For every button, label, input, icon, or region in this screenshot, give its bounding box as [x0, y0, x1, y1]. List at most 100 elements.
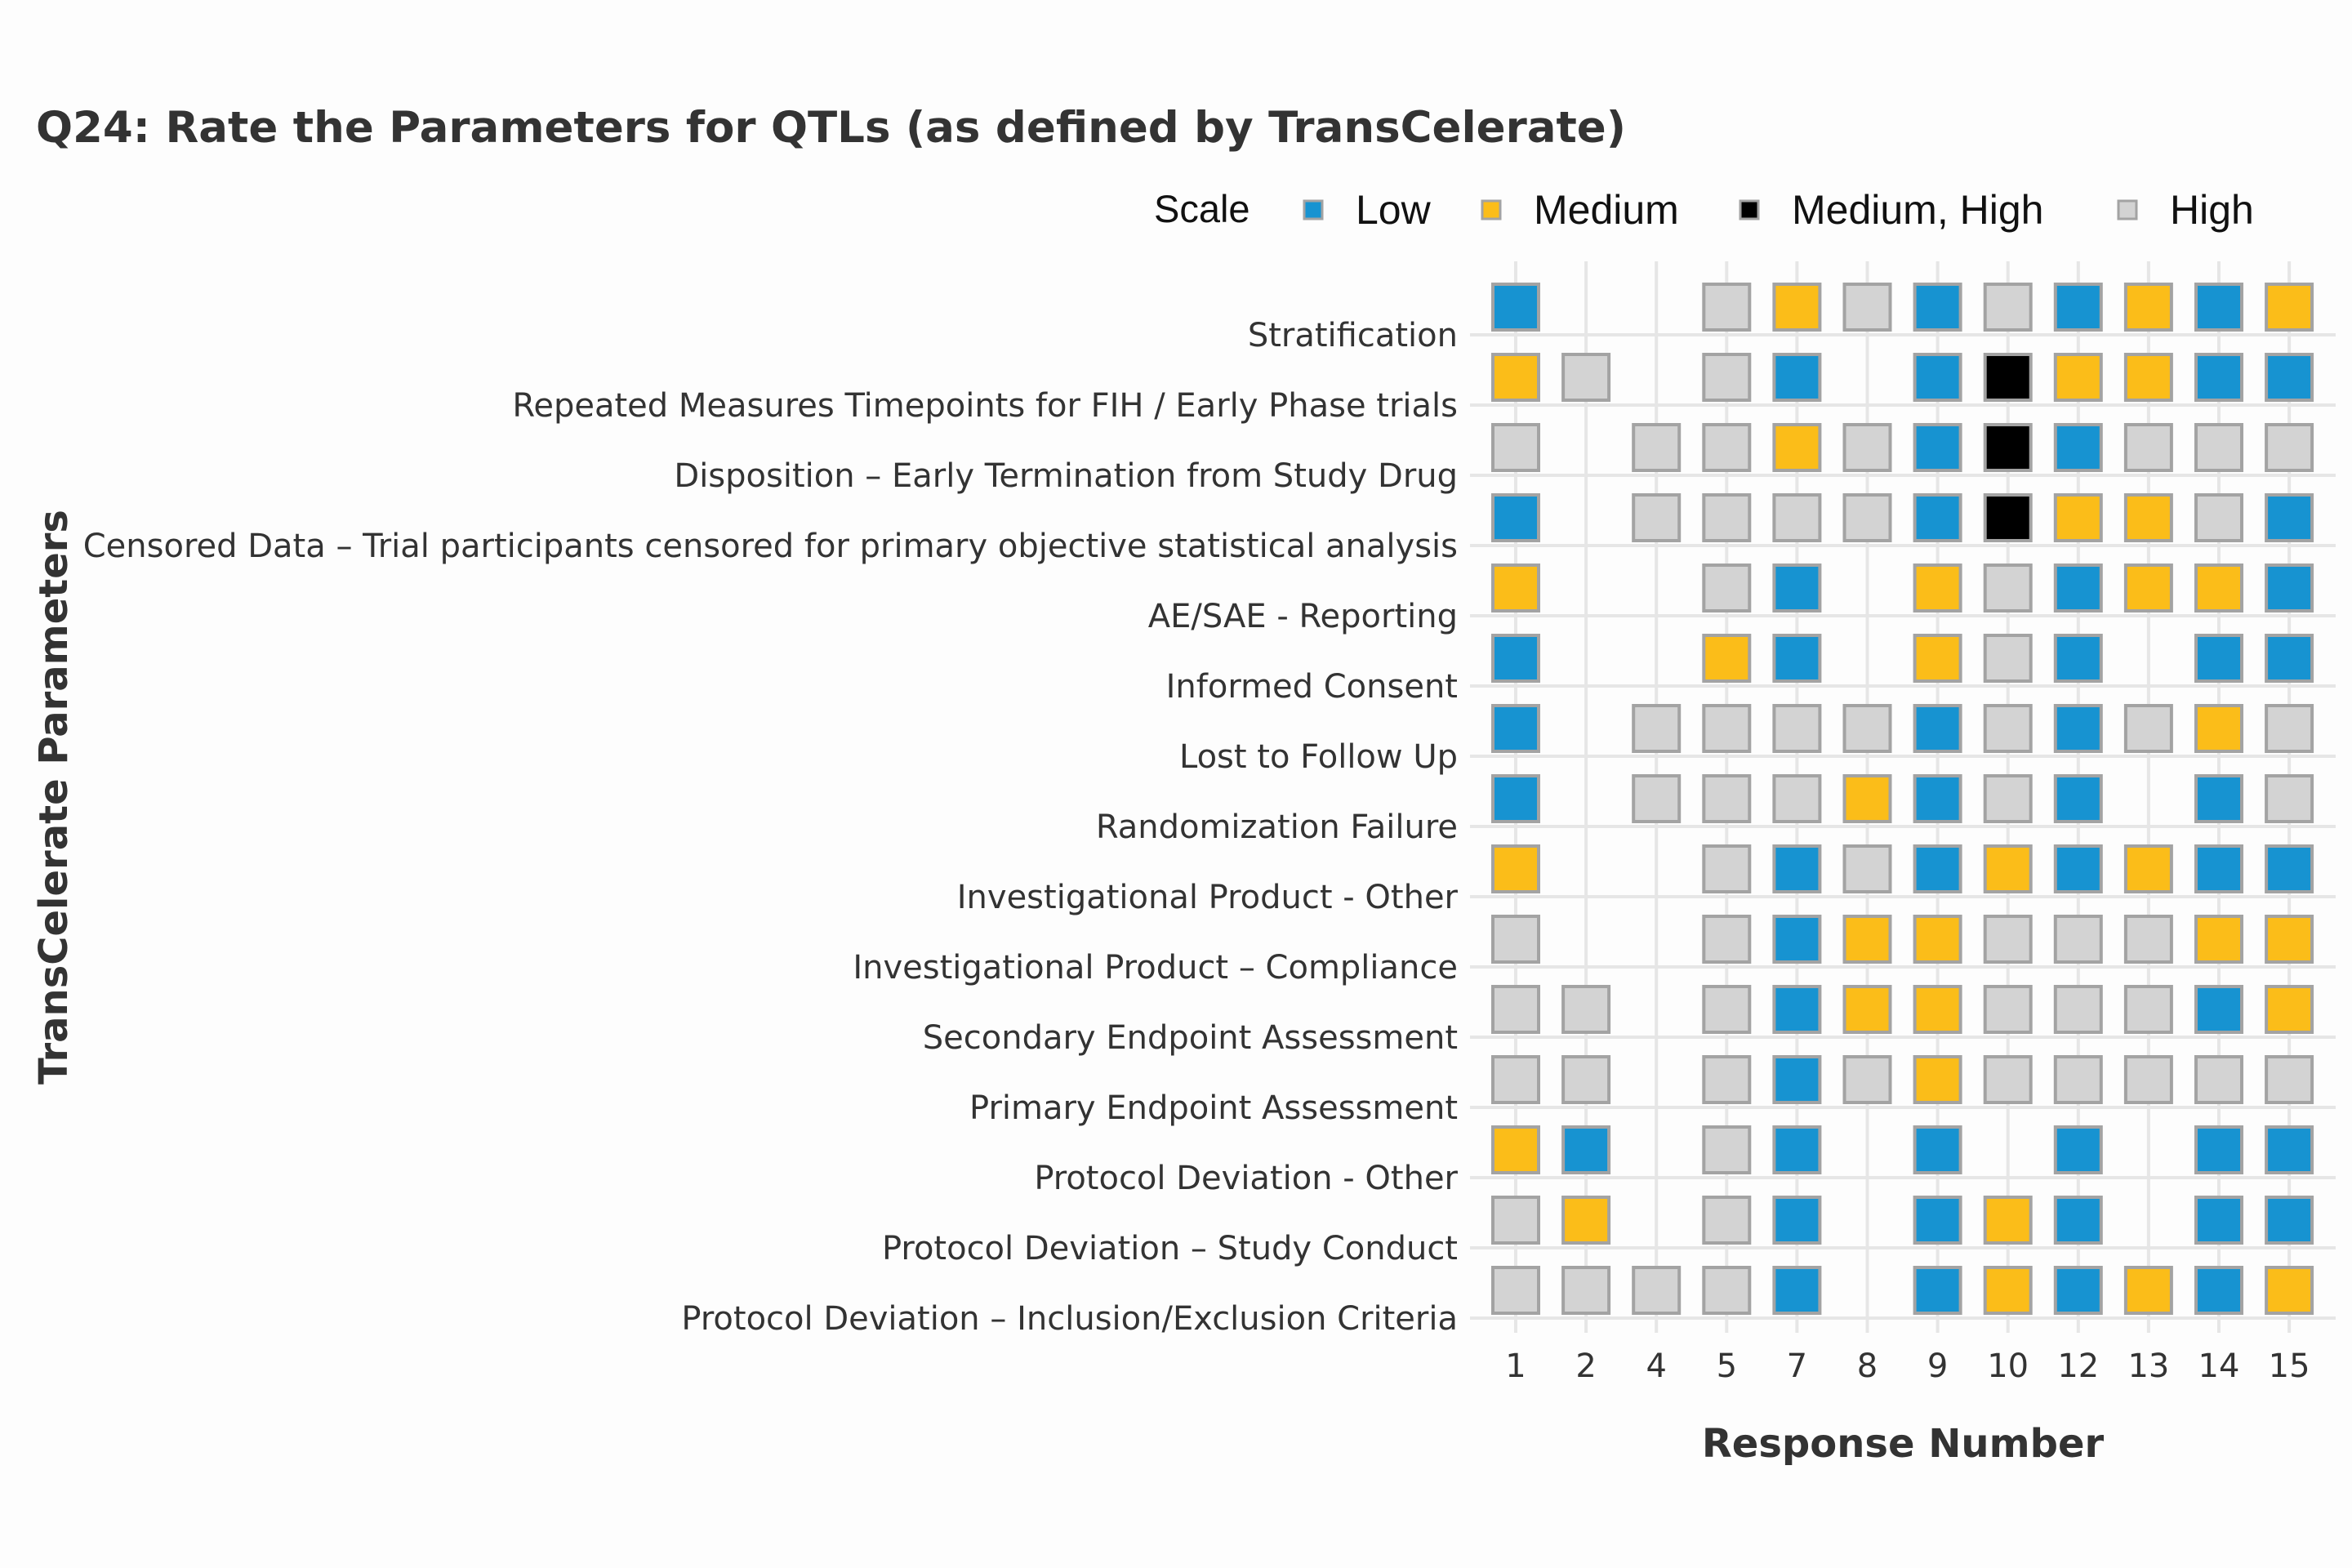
legend-key — [1303, 199, 1324, 220]
heatmap-cell — [2123, 915, 2173, 964]
heatmap-cell — [1913, 774, 1962, 823]
heatmap-cell — [1983, 634, 2033, 683]
heatmap-cell — [2194, 1266, 2243, 1315]
y-tick-label: Investigational Product – Compliance — [853, 949, 1458, 987]
heatmap-cell — [1913, 564, 1962, 612]
heatmap-cell — [1632, 1266, 1682, 1315]
y-tick-label: Disposition – Early Termination from Stu… — [674, 457, 1458, 495]
heatmap-cell — [2123, 423, 2173, 472]
heatmap-cell — [2123, 353, 2173, 402]
heatmap-cell — [2265, 1055, 2314, 1104]
heatmap-cell — [1913, 493, 1962, 542]
heatmap-cell — [1561, 985, 1611, 1034]
heatmap-cell — [1983, 1266, 2033, 1315]
heatmap-cell — [1913, 1196, 1962, 1245]
y-tick-label: Censored Data – Trial participants censo… — [83, 528, 1458, 565]
heatmap-cell — [1561, 1055, 1611, 1104]
heatmap-cell — [2123, 985, 2173, 1034]
x-tick-label: 13 — [2127, 1348, 2169, 1385]
y-axis-label: TransCelerate Parameters — [31, 510, 77, 1085]
heatmap-cell — [1913, 634, 1962, 683]
heatmap-cell — [2194, 634, 2243, 683]
heatmap-cell — [1913, 704, 1962, 753]
y-tick-label: Investigational Product - Other — [957, 879, 1459, 916]
heatmap-cell — [1561, 353, 1611, 402]
heatmap-cell — [2053, 774, 2103, 823]
heatmap-cell — [1491, 1196, 1540, 1245]
heatmap-cell — [1702, 493, 1752, 542]
heatmap-cell — [1491, 634, 1540, 683]
heatmap-cell — [1632, 704, 1682, 753]
heatmap-cell — [1983, 844, 2033, 893]
heatmap-cell — [1983, 985, 2033, 1034]
legend: Scale Low Medium Medium, High High — [1154, 187, 2254, 233]
x-tick-label: 12 — [2057, 1348, 2099, 1385]
heatmap-cell — [2123, 844, 2173, 893]
legend-label: High — [2170, 187, 2254, 233]
x-tick-label: 4 — [1646, 1348, 1666, 1385]
legend-label: Medium — [1534, 187, 1679, 233]
heatmap-cell — [1491, 493, 1540, 542]
heatmap-cell — [2265, 915, 2314, 964]
heatmap-cell — [1842, 915, 1892, 964]
x-tick-label: 5 — [1717, 1348, 1737, 1385]
heatmap-cell — [1983, 915, 2033, 964]
heatmap-cell — [1983, 423, 2033, 472]
y-tick-label: Repeated Measures Timepoints for FIH / E… — [512, 387, 1458, 425]
heatmap-cell — [1772, 704, 1822, 753]
heatmap-cell — [2053, 283, 2103, 332]
heatmap-cell — [2194, 915, 2243, 964]
heatmap-cell — [1491, 915, 1540, 964]
heatmap-cell — [2194, 844, 2243, 893]
heatmap-cell — [2053, 353, 2103, 402]
heatmap-cell — [1702, 915, 1752, 964]
y-axis-labels: Stratification Repeated Measures Timepoin… — [83, 317, 1459, 1338]
heatmap-cell — [1913, 844, 1962, 893]
heatmap-cell — [2194, 704, 2243, 753]
heatmap-cell — [1983, 1055, 2033, 1104]
heatmap-cell — [1491, 353, 1540, 402]
heatmap-cell — [1561, 1266, 1611, 1315]
heatmap-cell — [1842, 844, 1892, 893]
heatmap-cell — [1702, 1266, 1752, 1315]
heatmap-cell — [2053, 1125, 2103, 1174]
heatmap-cell — [1842, 985, 1892, 1034]
heatmap-cell — [2194, 1196, 2243, 1245]
heatmap-cell — [2265, 634, 2314, 683]
y-tick-label: Protocol Deviation - Other — [1034, 1160, 1458, 1197]
y-tick-label: Informed Consent — [1166, 668, 1458, 706]
heatmap-cell — [1491, 564, 1540, 612]
heatmap-cell — [2194, 283, 2243, 332]
heatmap-cell — [2053, 634, 2103, 683]
heatmap-cell — [1983, 704, 2033, 753]
heatmap-cell — [1842, 704, 1892, 753]
heatmap-cell — [2194, 1055, 2243, 1104]
heatmap-cell — [2053, 985, 2103, 1034]
y-tick-label: Protocol Deviation – Inclusion/Exclusion… — [681, 1300, 1458, 1338]
heatmap-cell — [1842, 774, 1892, 823]
heatmap-cell — [1913, 915, 1962, 964]
heatmap-cell — [1702, 774, 1752, 823]
heatmap-cell — [1842, 423, 1892, 472]
heatmap-cell — [1491, 1266, 1540, 1315]
heatmap-cell — [1772, 1196, 1822, 1245]
heatmap-cell — [1702, 353, 1752, 402]
heatmap-cell — [1491, 283, 1540, 332]
heatmap-cell — [2194, 423, 2243, 472]
x-tick-label: 9 — [1927, 1348, 1948, 1385]
heatmap-cell — [1702, 283, 1752, 332]
heatmap-cell — [1983, 564, 2033, 612]
heatmap-cell — [1772, 353, 1822, 402]
heatmap-cell — [1772, 283, 1822, 332]
heatmap-cell — [1772, 1266, 1822, 1315]
heatmap-cell — [2194, 564, 2243, 612]
heatmap-cell — [1913, 985, 1962, 1034]
heatmap-cell — [1702, 704, 1752, 753]
heatmap-cell — [1772, 1125, 1822, 1174]
legend-label: Low — [1356, 187, 1432, 233]
heatmap-cells — [1491, 283, 2314, 1315]
heatmap-cell — [1491, 774, 1540, 823]
heatmap-cell — [1702, 1196, 1752, 1245]
x-tick-label: 8 — [1857, 1348, 1878, 1385]
